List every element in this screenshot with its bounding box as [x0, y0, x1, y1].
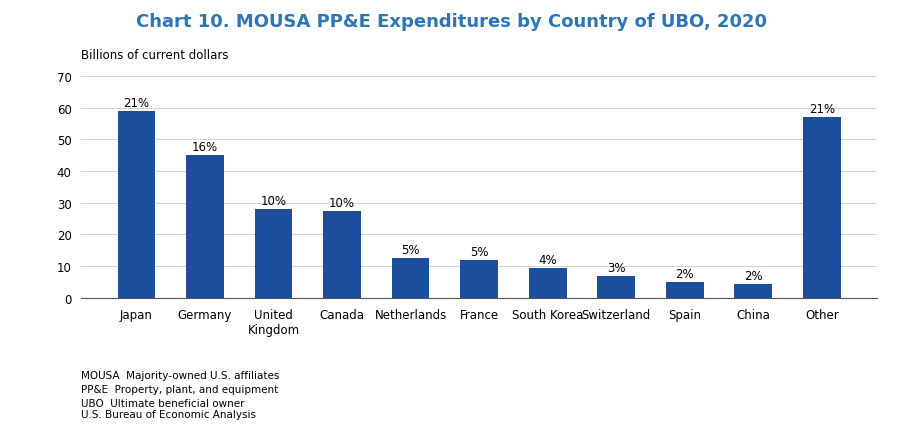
Text: 3%: 3%	[606, 261, 625, 274]
Bar	[528, 268, 566, 298]
Text: U.S. Bureau of Economic Analysis: U.S. Bureau of Economic Analysis	[81, 409, 256, 419]
Bar	[391, 259, 429, 298]
Bar	[666, 282, 703, 298]
Bar	[460, 260, 498, 298]
Bar	[255, 210, 292, 298]
Bar	[117, 112, 155, 298]
Text: 5%: 5%	[401, 244, 419, 257]
Text: 5%: 5%	[470, 245, 488, 258]
Text: 21%: 21%	[808, 103, 834, 116]
Text: MOUSA  Majority-owned U.S. affiliates
PP&E  Property, plant, and equipment
UBO  : MOUSA Majority-owned U.S. affiliates PP&…	[81, 371, 279, 409]
Text: 16%: 16%	[191, 141, 218, 154]
Text: 4%: 4%	[538, 253, 556, 266]
Text: 21%: 21%	[123, 97, 149, 109]
Bar	[733, 284, 771, 298]
Bar	[802, 118, 840, 298]
Text: 2%: 2%	[675, 268, 694, 280]
Bar	[597, 276, 635, 298]
Text: 10%: 10%	[329, 196, 355, 209]
Text: Chart 10. MOUSA PP&E Expenditures by Country of UBO, 2020: Chart 10. MOUSA PP&E Expenditures by Cou…	[136, 13, 767, 31]
Text: Billions of current dollars: Billions of current dollars	[81, 49, 228, 62]
Bar	[322, 211, 360, 298]
Bar	[186, 156, 224, 298]
Text: 2%: 2%	[743, 269, 762, 282]
Text: 10%: 10%	[260, 195, 286, 208]
